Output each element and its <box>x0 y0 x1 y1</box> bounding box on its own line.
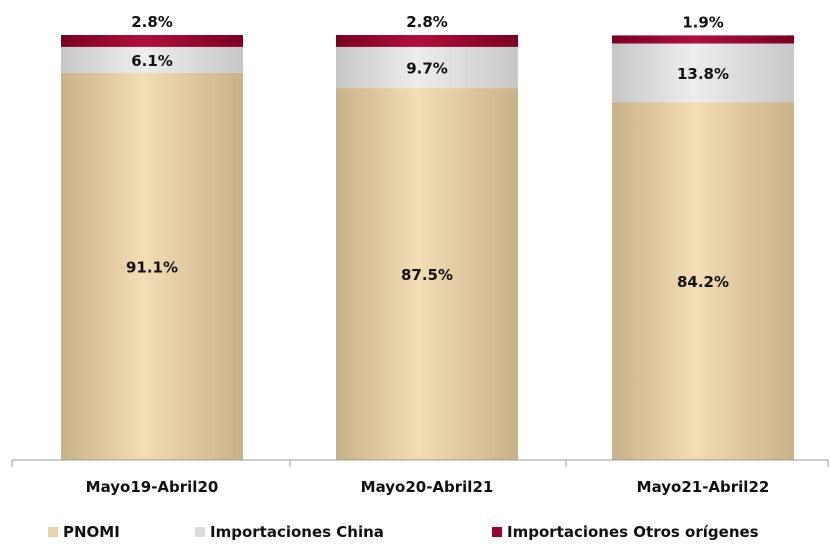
data-label-importaciones-otros-origenes-1: 2.8% <box>131 13 173 31</box>
legend-label-importaciones-china: Importaciones China <box>210 523 384 541</box>
bar-importaciones-otros-origenes-2 <box>336 35 518 47</box>
x-tick-label-1: Mayo19-Abril20 <box>86 478 219 496</box>
data-label-pnomi-2: 87.5% <box>401 266 453 284</box>
legend-item-pnomi: PNOMI <box>48 520 120 544</box>
stacked-bar-chart: 91.1% 6.1% 2.8% Mayo19-Abril20 87.5% 9.7% 2.8%… <box>11 13 829 496</box>
legend-swatch-importaciones-china <box>195 527 205 537</box>
bar-importaciones-china-3 <box>612 43 794 103</box>
bar-importaciones-china-2 <box>336 46 518 89</box>
chart-legend: PNOMI Importaciones China Importaciones … <box>0 520 830 544</box>
data-label-pnomi-3: 84.2% <box>677 273 729 291</box>
bar-pnomi-3 <box>612 102 794 461</box>
legend-item-importaciones-otros: Importaciones Otros orígenes <box>492 520 759 544</box>
data-label-importaciones-china-2: 9.7% <box>406 60 448 78</box>
x-tick-label-3: Mayo21-Abril22 <box>637 478 770 496</box>
legend-label-pnomi: PNOMI <box>63 523 120 541</box>
legend-item-importaciones-china: Importaciones China <box>195 520 384 544</box>
data-label-importaciones-otros-origenes-2: 2.8% <box>406 13 448 31</box>
bar-importaciones-otros-origenes-3 <box>612 35 794 44</box>
x-tick-label-2: Mayo20-Abril21 <box>361 478 494 496</box>
bar-importaciones-china-1 <box>61 46 243 73</box>
bar-pnomi-1 <box>61 72 243 460</box>
bar-pnomi-2 <box>336 88 518 460</box>
data-label-pnomi-1: 91.1% <box>126 258 178 276</box>
legend-swatch-importaciones-otros <box>492 527 502 537</box>
data-label-importaciones-china-3: 13.8% <box>677 65 729 83</box>
data-label-importaciones-china-1: 6.1% <box>131 52 173 70</box>
legend-label-importaciones-otros: Importaciones Otros orígenes <box>507 523 759 541</box>
data-label-importaciones-otros-origenes-3: 1.9% <box>682 13 724 31</box>
bar-importaciones-otros-origenes-1 <box>61 35 243 47</box>
legend-swatch-pnomi <box>48 527 58 537</box>
